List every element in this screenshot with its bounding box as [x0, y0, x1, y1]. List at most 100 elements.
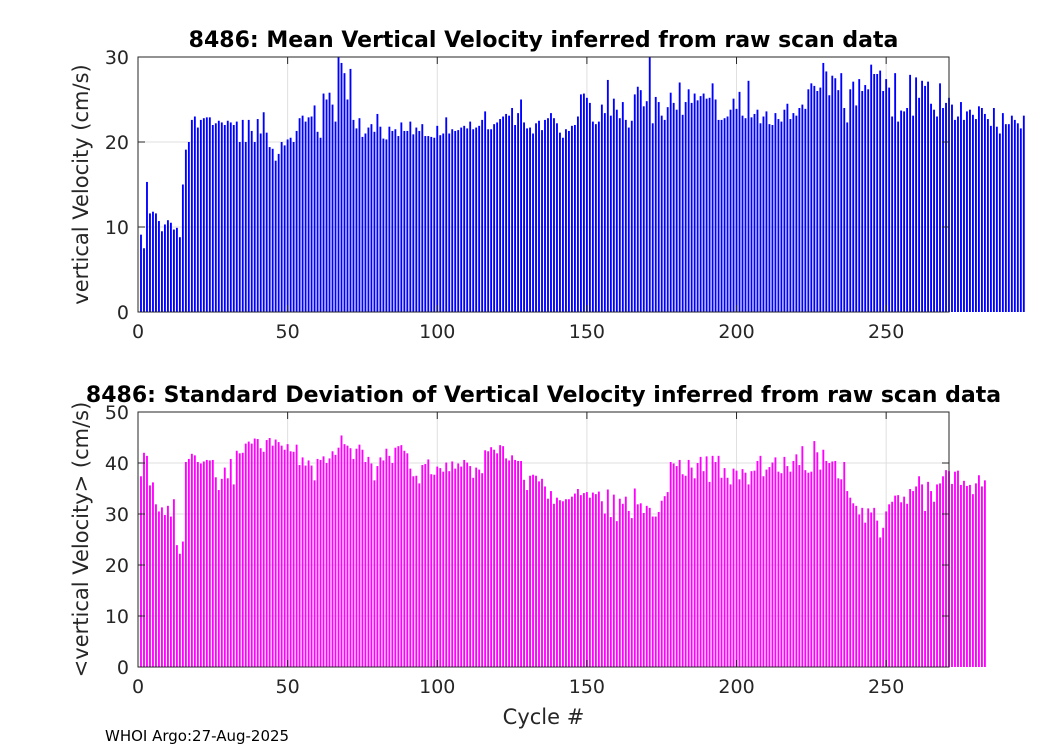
- bar: [412, 476, 415, 667]
- bar: [283, 145, 286, 312]
- bar: [804, 108, 807, 312]
- bar: [232, 125, 235, 312]
- bar: [223, 467, 226, 667]
- bar: [912, 491, 915, 667]
- bar: [322, 93, 325, 312]
- bar: [319, 137, 322, 312]
- bar: [388, 455, 391, 667]
- bar: [741, 115, 744, 313]
- bar: [346, 99, 349, 312]
- bar: [340, 435, 343, 667]
- bar: [960, 102, 962, 312]
- bar: [376, 466, 379, 667]
- bar: [538, 120, 540, 312]
- x-tick-label: 50: [276, 321, 300, 343]
- bar: [238, 142, 241, 312]
- bar: [1004, 124, 1007, 313]
- bar: [639, 90, 642, 313]
- bar: [364, 461, 367, 667]
- bar: [394, 447, 397, 667]
- bar: [708, 97, 711, 312]
- bar: [253, 142, 256, 312]
- bar: [750, 117, 753, 312]
- bar: [199, 463, 202, 667]
- bar: [376, 113, 379, 312]
- bar: [672, 463, 675, 667]
- bar: [259, 448, 262, 667]
- bar: [687, 89, 690, 312]
- bar: [585, 492, 588, 667]
- bar: [687, 459, 690, 667]
- mean-velocity-chart: 0 50 100 150 200 250 0 10 20 30 8486: Mean Vertic…: [69, 28, 1025, 343]
- bar: [708, 481, 711, 667]
- bar: [573, 125, 576, 312]
- bar: [152, 482, 154, 667]
- bar: [442, 471, 445, 667]
- bar: [307, 117, 310, 312]
- bar: [900, 110, 903, 312]
- bar: [394, 129, 397, 312]
- x-tick-label: 150: [569, 321, 605, 343]
- bar: [576, 489, 579, 667]
- bar: [373, 480, 376, 667]
- bar: [609, 517, 612, 667]
- bar: [972, 114, 974, 312]
- bar: [651, 516, 654, 667]
- bar: [978, 106, 980, 312]
- bar: [819, 469, 822, 667]
- plot-area: [138, 57, 949, 312]
- bar: [238, 453, 241, 667]
- bar: [912, 115, 915, 313]
- bar: [268, 438, 271, 667]
- bar: [280, 142, 283, 312]
- bar: [885, 79, 888, 312]
- bar: [439, 468, 442, 667]
- bar: [594, 494, 597, 667]
- bar: [493, 124, 496, 313]
- bar: [744, 118, 747, 312]
- bar: [747, 484, 750, 667]
- bar: [565, 129, 567, 312]
- bar: [600, 104, 603, 312]
- bar: [328, 458, 331, 667]
- bar: [304, 121, 307, 312]
- bar: [582, 93, 585, 312]
- bar: [855, 505, 858, 667]
- bar: [158, 221, 160, 312]
- bar: [502, 116, 505, 312]
- bar: [915, 77, 918, 313]
- bar: [801, 446, 804, 667]
- bar: [355, 448, 358, 667]
- bar: [786, 103, 789, 312]
- bar: [888, 87, 891, 312]
- bar: [966, 485, 968, 667]
- bar: [529, 475, 531, 667]
- bar: [178, 553, 181, 667]
- bar: [517, 460, 519, 667]
- bar: [535, 123, 537, 312]
- bar: [331, 104, 334, 312]
- bar: [313, 480, 316, 667]
- bar: [202, 118, 205, 312]
- bar: [146, 455, 148, 667]
- bar: [448, 133, 451, 312]
- bar: [861, 91, 864, 312]
- bar: [499, 445, 502, 667]
- bar: [514, 459, 516, 667]
- x-tick-label: 0: [132, 321, 144, 343]
- bar: [989, 125, 992, 312]
- x-axis-label: Cycle #: [503, 705, 585, 729]
- bar: [280, 445, 283, 667]
- bar: [663, 119, 666, 313]
- bar: [942, 476, 944, 667]
- bar: [813, 85, 816, 313]
- bar: [406, 453, 409, 667]
- y-tick-label: 20: [105, 555, 129, 577]
- bar: [753, 113, 756, 312]
- bar: [487, 129, 490, 312]
- bar: [325, 463, 328, 667]
- bar: [385, 448, 388, 667]
- bar: [229, 458, 232, 667]
- bar: [840, 479, 843, 667]
- bar: [738, 91, 741, 312]
